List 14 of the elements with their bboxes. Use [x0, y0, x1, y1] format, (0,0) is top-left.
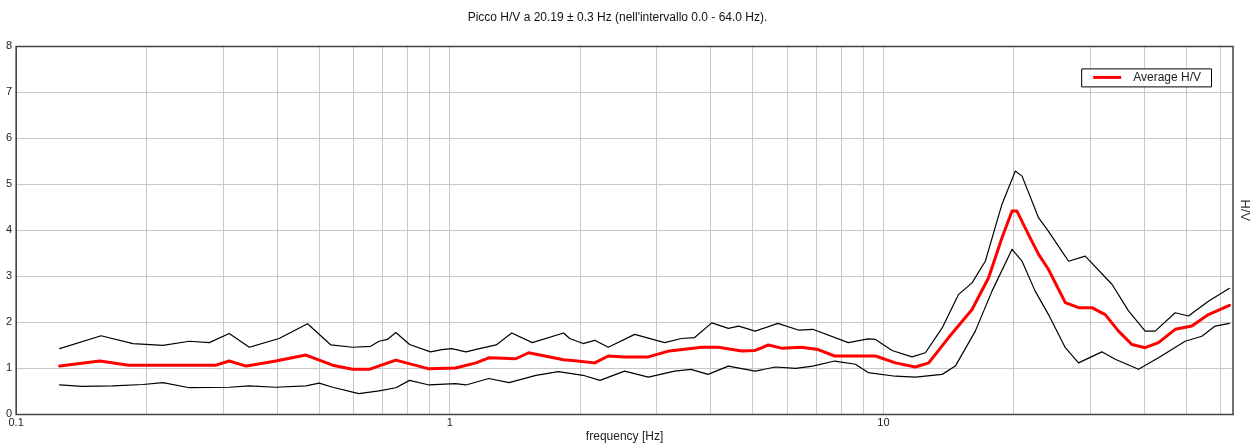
x-axis-title: frequency [Hz]	[585, 429, 664, 444]
x-tick-label: 10	[877, 416, 890, 429]
y-tick-label: 6	[5, 131, 13, 144]
y-tick-label: 3	[5, 269, 13, 282]
y-axis-title: H/V	[1238, 199, 1254, 222]
y-tick-label: 7	[5, 85, 13, 98]
y-tick-label: 2	[5, 315, 13, 328]
y-tick-label: 8	[5, 39, 13, 52]
x-tick-label: 1	[446, 416, 453, 429]
y-tick-label: 4	[5, 223, 13, 236]
y-tick-label: 5	[5, 177, 13, 190]
chart-title: Picco H/V a 20.19 ± 0.3 Hz (nell'intervallo 0.0 - 64.0 Hz).	[467, 9, 768, 24]
y-tick-label: 1	[5, 361, 13, 374]
legend-label: Average H/V	[1133, 69, 1202, 84]
